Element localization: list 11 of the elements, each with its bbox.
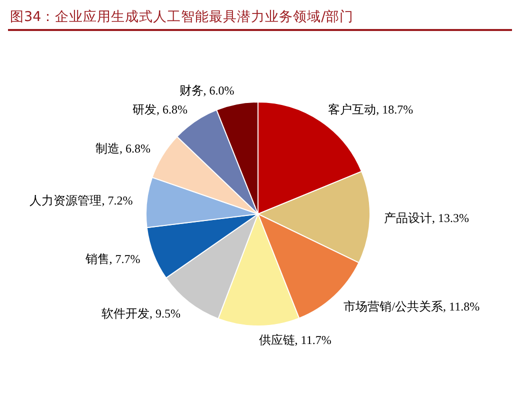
chart-title: 图34：企业应用生成式人工智能最具潜力业务领域/部门 [8,8,512,31]
slice-label: 财务, 6.0% [179,83,234,98]
slice-label: 软件开发, 9.5% [101,306,180,320]
slice-label: 制造, 6.8% [95,141,150,156]
slice-label: 市场营销/公共关系, 11.8% [344,299,480,314]
slice-label: 销售, 7.7% [84,252,140,266]
slice-label: 研发, 6.8% [132,102,188,117]
slice-label: 产品设计, 13.3% [384,210,469,225]
slice-label: 客户互动, 18.7% [328,102,414,116]
slice-label: 人力资源管理, 7.2% [30,194,133,208]
slice-label: 供应链, 11.7% [258,332,332,347]
